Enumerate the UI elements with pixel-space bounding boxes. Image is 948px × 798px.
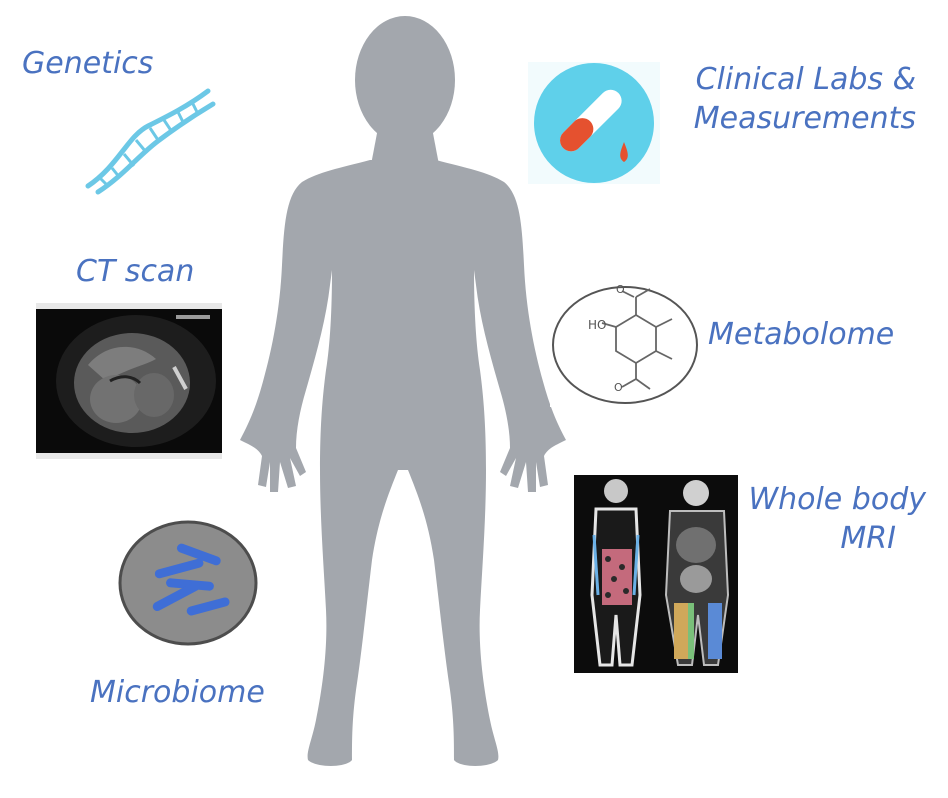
genetics-label: Genetics [22,46,154,81]
svg-text:O: O [616,283,625,296]
clinical-labs-line2: Measurements [693,101,916,136]
bacteria-dish-icon [118,520,258,646]
clinical-labs-label: Clinical Labs & Measurements [680,60,916,138]
svg-text:O: O [614,381,623,394]
mri-line2: MRI [840,521,896,556]
mri-image [574,475,738,673]
microbiome-label: Microbiome [90,675,265,710]
dna-icon [85,88,216,195]
ct-scan-image [36,303,222,459]
mri-line1: Whole body [748,482,926,517]
molecule-structure-icon: HO O O [550,283,700,407]
mri-label: Whole body MRI [736,480,926,558]
metabolome-label: Metabolome [708,317,895,352]
clinical-labs-line1: Clinical Labs & [695,62,916,97]
ct-scan-label: CT scan [76,254,195,289]
hydroxyl-label: HO [588,318,606,332]
test-tube-blood-icon [528,62,660,184]
